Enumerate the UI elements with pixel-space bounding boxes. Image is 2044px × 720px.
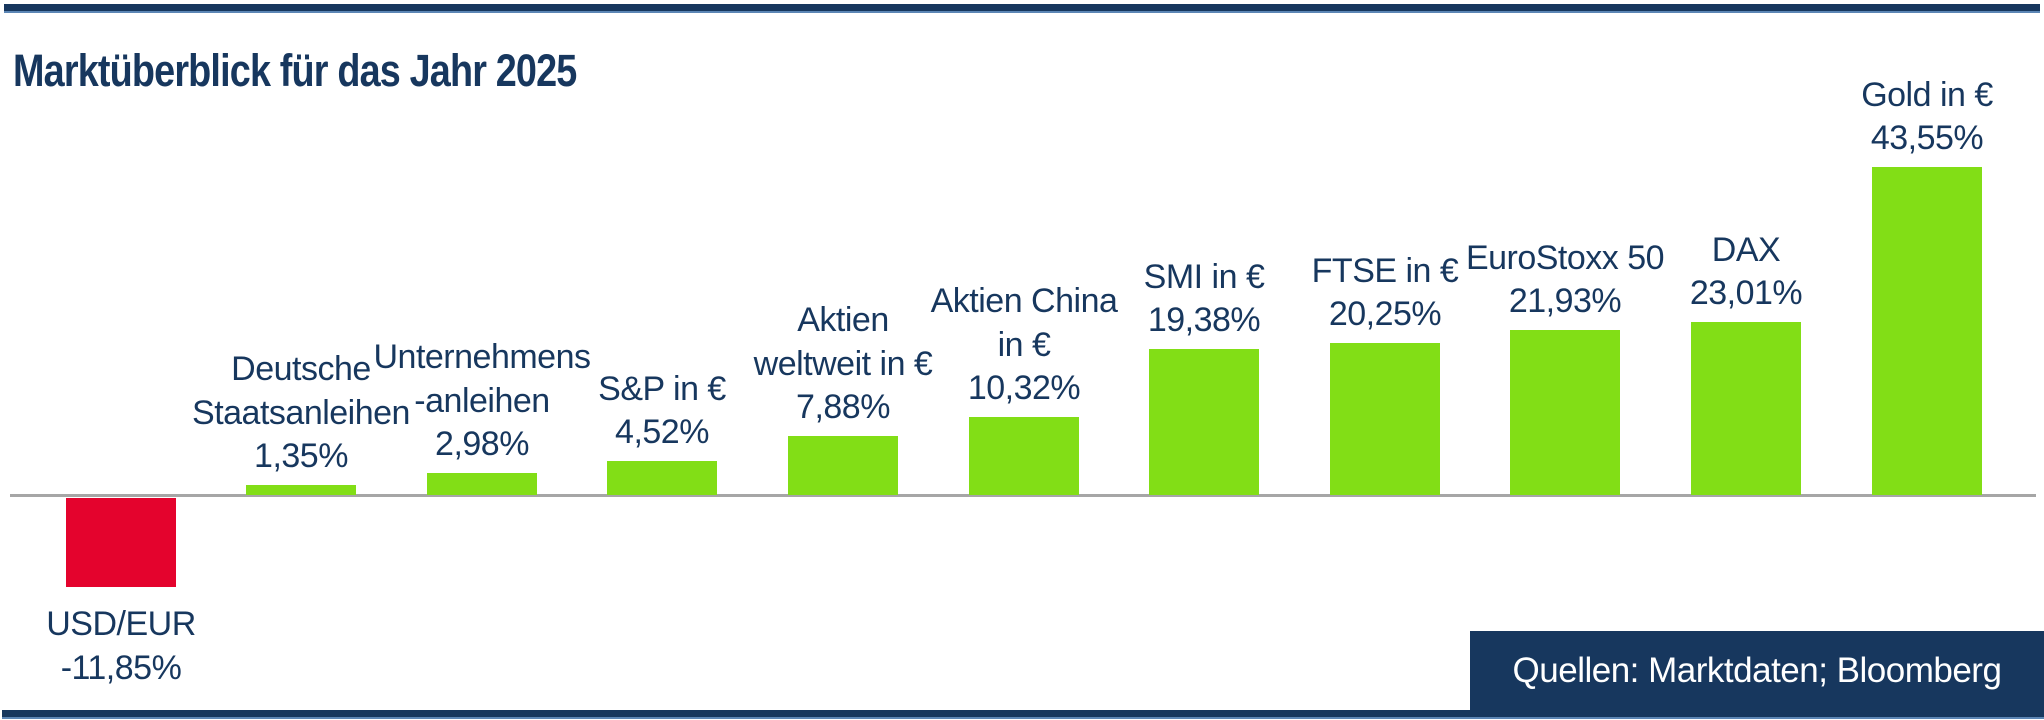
bottom-rule-accent <box>2 717 2044 719</box>
source-box: Quellen: Marktdaten; Bloomberg <box>1470 631 2044 711</box>
page-title: Marktüberblick für das Jahr 2025 <box>13 45 577 96</box>
bar-label: Gold in € 43,55% <box>1861 75 1993 158</box>
top-rule <box>4 4 2040 11</box>
top-rule-accent <box>4 11 2040 13</box>
bar <box>607 461 717 495</box>
bar <box>1330 343 1440 495</box>
source-label: Quellen: Marktdaten; Bloomberg <box>1512 651 2002 690</box>
bar <box>1872 167 1982 495</box>
bar-label: Aktien China in € 10,32% <box>930 282 1118 408</box>
bar-label: S&P in € 4,52% <box>598 369 726 452</box>
zero-baseline <box>10 494 2036 497</box>
bar-label: EuroStoxx 50 21,93% <box>1465 238 1665 321</box>
bar-label: FTSE in € 20,25% <box>1311 251 1459 334</box>
bar <box>788 436 898 495</box>
bar <box>1149 349 1259 495</box>
bar <box>1691 322 1801 495</box>
bar-label: DAX 23,01% <box>1689 230 1803 313</box>
bar <box>66 498 176 587</box>
bar-label: Deutsche Staatsanleihen 1,35% <box>192 350 410 476</box>
bar-label: Aktien weltweit in € 7,88% <box>753 301 933 427</box>
bar-label: SMI in € 19,38% <box>1143 257 1265 340</box>
bar <box>427 473 537 495</box>
bar <box>246 485 356 495</box>
bar-label: Unternehmens -anleihen 2,98% <box>373 338 591 464</box>
bar <box>1510 330 1620 495</box>
bar-label: USD/EUR -11,85% <box>46 605 196 687</box>
bar <box>969 417 1079 495</box>
bottom-rule <box>2 710 2044 717</box>
